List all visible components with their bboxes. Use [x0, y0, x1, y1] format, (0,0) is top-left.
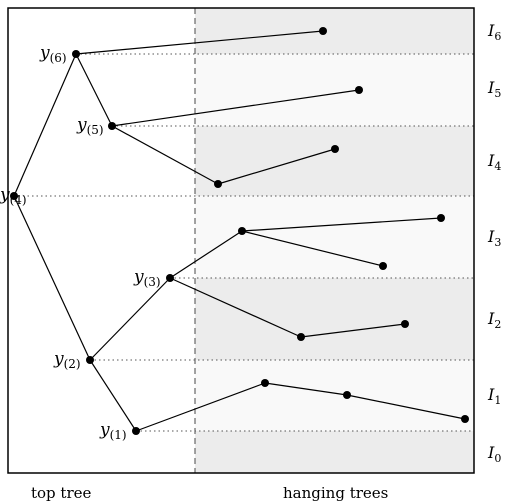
band-i5: [195, 54, 474, 126]
tree-edges: [13, 30, 466, 432]
node: [355, 86, 363, 94]
caption-top-tree: top tree: [31, 484, 92, 502]
band-i0: [195, 431, 474, 473]
band-i1: [195, 360, 474, 431]
label-y3: y(3): [133, 267, 161, 289]
edge: [13, 195, 91, 361]
node: [331, 145, 339, 153]
edge: [135, 382, 266, 432]
node-y3: [166, 274, 174, 282]
node: [343, 391, 351, 399]
edge: [89, 359, 137, 432]
node: [297, 333, 305, 341]
frame: [7, 7, 475, 474]
label-y6: y(6): [39, 43, 67, 65]
label-y4: y(4): [0, 185, 27, 207]
edge: [241, 217, 442, 232]
level-lines: [14, 53, 474, 432]
node: [261, 379, 269, 387]
interval-labels: I6 I5 I4 I3 I2 I1 I0: [487, 21, 501, 465]
node: [214, 180, 222, 188]
edge: [264, 382, 348, 396]
edge: [13, 53, 77, 197]
caption-hanging-trees: hanging trees: [283, 484, 388, 502]
label-i2: I2: [487, 309, 501, 331]
label-i3: I3: [487, 227, 501, 249]
edge: [75, 30, 324, 55]
label-i5: I5: [487, 78, 501, 100]
node-y2: [86, 356, 94, 364]
edge: [241, 230, 384, 267]
tree-nodes: [10, 27, 469, 435]
node: [437, 214, 445, 222]
edge: [217, 148, 336, 185]
interval-bands: [195, 8, 474, 473]
edge: [111, 89, 360, 127]
band-i4: [195, 126, 474, 196]
edge: [346, 394, 466, 420]
node-y4: [10, 192, 18, 200]
band-i6: [195, 8, 474, 54]
label-i1: I1: [487, 385, 501, 407]
node-y5: [108, 122, 116, 130]
edge: [75, 53, 113, 127]
label-y5: y(5): [76, 115, 104, 137]
edge: [89, 277, 171, 361]
edge: [169, 277, 302, 338]
edge: [111, 125, 219, 185]
node: [401, 320, 409, 328]
band-i3: [195, 196, 474, 278]
vertex-labels: y(6) y(5) y(4) y(3) y(2) y(1): [0, 43, 161, 442]
edge: [300, 323, 406, 338]
label-i6: I6: [487, 21, 501, 43]
label-y2: y(2): [53, 349, 81, 371]
label-i0: I0: [487, 443, 501, 465]
node: [461, 415, 469, 423]
node: [319, 27, 327, 35]
label-y1: y(1): [99, 420, 127, 442]
label-i4: I4: [487, 151, 501, 173]
node: [238, 227, 246, 235]
node-y1: [132, 427, 140, 435]
node: [379, 262, 387, 270]
node-y6: [72, 50, 80, 58]
edge: [169, 230, 243, 279]
band-i2: [195, 278, 474, 360]
